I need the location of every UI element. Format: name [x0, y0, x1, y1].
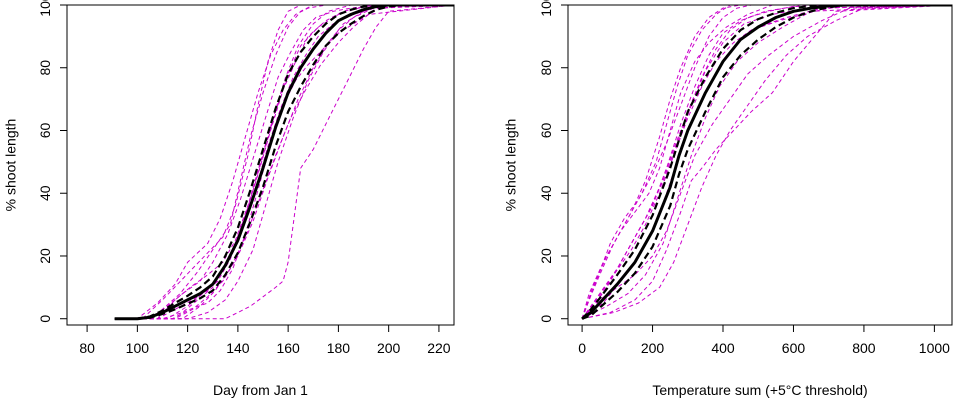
- x-tick-label: 140: [226, 340, 250, 356]
- y-tick-label: 40: [37, 185, 53, 201]
- x-tick-label: 220: [427, 340, 451, 356]
- x-tick-label: 600: [782, 340, 806, 356]
- y-tick-label: 60: [538, 122, 554, 138]
- x-tick-label: 100: [126, 340, 150, 356]
- y-tick-label: 0: [37, 315, 53, 323]
- series-line-mean: [581, 5, 952, 320]
- x-tick-label: 0: [578, 340, 586, 356]
- series-line-individual: [114, 5, 454, 320]
- y-tick-label: 100: [538, 0, 554, 17]
- x-tick-label: 1000: [919, 340, 950, 356]
- y-tick-label: 20: [538, 248, 554, 264]
- series-line-lower: [581, 5, 952, 320]
- panel-temperature-sum: 0 200 400 600 800 1000 0 20 40 60 80 100 Temperature…: [503, 0, 953, 398]
- series-line-individual: [581, 5, 952, 320]
- series-line-individual: [581, 5, 952, 320]
- series-line-individual: [114, 5, 454, 320]
- x-tick-label: 180: [327, 340, 351, 356]
- y-axis-label: % shoot length: [3, 119, 19, 212]
- series-line-individual: [114, 5, 454, 320]
- series-line-individual: [581, 5, 952, 319]
- series-line-individual: [581, 5, 952, 320]
- x-tick-label: 80: [79, 340, 95, 356]
- series-line-individual: [581, 5, 952, 319]
- series-line-mean: [114, 5, 454, 321]
- series-line-individual: [114, 5, 454, 320]
- x-tick-label: 120: [176, 340, 200, 356]
- series-line-individual: [114, 5, 454, 320]
- y-axis-label: % shoot length: [503, 119, 519, 212]
- y-tick-label: 80: [538, 60, 554, 76]
- series-line-individual: [581, 5, 952, 320]
- series-line-individual: [114, 5, 454, 320]
- series-line-upper: [581, 5, 952, 320]
- series-line-lower: [114, 5, 454, 320]
- series-line-individual: [582, 5, 952, 320]
- x-tick-label: 200: [377, 340, 401, 356]
- series-group: [581, 5, 952, 320]
- x-tick-label: 400: [711, 340, 735, 356]
- series-line-individual: [114, 5, 454, 320]
- series-line-upper: [114, 5, 454, 320]
- y-tick-label: 80: [37, 60, 53, 76]
- y-tick-label: 60: [37, 122, 53, 138]
- series-line-individual: [581, 5, 952, 319]
- series-line-individual: [114, 5, 454, 320]
- series-line-individual: [114, 5, 454, 320]
- y-tick-label: 40: [538, 185, 554, 201]
- x-axis-label: Day from Jan 1: [213, 382, 308, 398]
- panel-day-from-jan-1: 80 100 120 140 160 180 200 220 0 20 40 60 80 100 Day f…: [3, 0, 455, 398]
- plot-frame: [567, 4, 953, 326]
- plot-frame: [66, 4, 455, 326]
- series-line-individual: [114, 5, 454, 320]
- y-tick-label: 0: [538, 315, 554, 323]
- series-line-individual: [581, 5, 952, 320]
- y-tick-label: 20: [37, 248, 53, 264]
- x-axis-label: Temperature sum (+5°C threshold): [652, 382, 867, 398]
- x-tick-label: 800: [852, 340, 876, 356]
- series-line-individual: [114, 5, 454, 320]
- x-tick-label: 200: [641, 340, 665, 356]
- series-line-individual: [114, 5, 454, 320]
- y-tick-label: 100: [37, 0, 53, 17]
- series-group: [114, 5, 454, 321]
- series-line-individual: [114, 5, 454, 320]
- x-tick-label: 160: [276, 340, 300, 356]
